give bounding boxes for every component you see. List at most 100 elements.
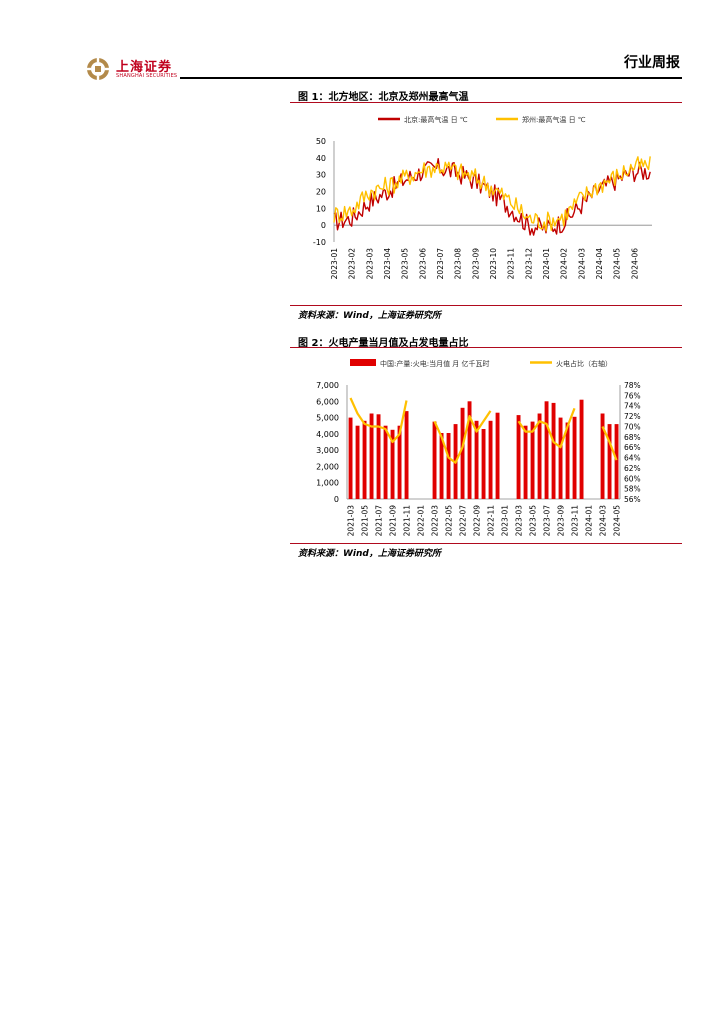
x-tick-label: 2022-11	[487, 505, 496, 537]
x-tick-label: 2022-05	[445, 505, 454, 537]
x-tick-label: 2024-04	[595, 248, 604, 280]
y-tick-label: 30	[316, 171, 326, 180]
legend-label-1: 北京:最高气温 日 ℃	[404, 115, 468, 124]
y-left-tick-label: 0	[334, 495, 339, 504]
x-tick-label: 2023-01	[330, 248, 339, 280]
bar	[600, 413, 605, 499]
share-line-segment-1	[349, 397, 408, 444]
bar	[383, 425, 388, 499]
x-tick-label: 2023-08	[454, 248, 463, 280]
bar	[348, 417, 353, 499]
bar	[446, 433, 451, 499]
y-tick-label: -10	[313, 238, 326, 247]
share-line-segment-2	[433, 410, 492, 464]
y-right-tick-label: 74%	[624, 402, 641, 411]
x-tick-label: 2022-09	[473, 505, 482, 537]
bar	[467, 401, 472, 499]
bar	[572, 416, 577, 499]
y-right-tick-label: 62%	[624, 464, 641, 473]
bar	[404, 411, 409, 499]
y-right-tick-label: 72%	[624, 412, 641, 421]
figure2-bottom-rule	[290, 543, 682, 544]
figure2-title: 图 2：火电产量当月值及占发电量占比	[298, 338, 469, 349]
logo-subtext: SHANGHAI SECURITIES	[116, 73, 178, 79]
y-right-tick-label: 78%	[624, 381, 641, 390]
bar	[537, 413, 542, 499]
x-tick-label: 2023-09	[471, 248, 480, 280]
thermal-power-bar-chart: 中国:产量:火电:当月值 月 亿千瓦时 火电占比（右轴） 0 1,000 2,000 3,…	[316, 359, 641, 537]
x-tick-label: 2024-05	[613, 505, 622, 537]
y-tick-label: 20	[316, 188, 326, 197]
series-line-1	[333, 158, 651, 236]
y-right-tick-label: 60%	[624, 474, 641, 483]
x-tick-label: 2023-07	[436, 248, 445, 280]
company-logo-icon	[87, 58, 109, 80]
y-tick-label: 40	[316, 154, 326, 163]
bar	[558, 417, 563, 499]
y-right-tick-label: 64%	[624, 454, 641, 463]
y-right-tick-label: 58%	[624, 485, 641, 494]
y-right-tick-label: 76%	[624, 391, 641, 400]
x-tick-label: 2023-06	[418, 248, 427, 280]
report-type-title: 行业周报	[624, 55, 680, 71]
x-tick-label: 2023-09	[557, 505, 566, 537]
y-left-tick-label: 6,000	[316, 397, 339, 406]
bar	[397, 425, 402, 499]
y-right-tick-label: 70%	[624, 422, 641, 431]
x-tick-label: 2023-11	[507, 248, 516, 280]
x-tick-label: 2021-09	[389, 505, 398, 537]
x-tick-label: 2024-01	[542, 248, 551, 280]
logo-text: 上海证券	[116, 60, 173, 75]
y-right-tick-label: 68%	[624, 433, 641, 442]
bar	[523, 425, 528, 499]
y-right-tick-label: 56%	[624, 495, 641, 504]
legend-line-label: 火电占比（右轴）	[556, 359, 612, 368]
x-tick-label: 2024-06	[630, 248, 639, 280]
bar	[460, 407, 465, 499]
share-line-segment-4	[601, 426, 618, 461]
x-tick-label: 2022-01	[417, 505, 426, 537]
y-left-tick-label: 1,000	[316, 479, 339, 488]
bar	[488, 420, 493, 499]
x-tick-label: 2023-03	[515, 505, 524, 537]
figure2-top-rule	[290, 347, 682, 348]
bar	[551, 402, 556, 499]
share-line-segment-3	[517, 407, 576, 449]
bar	[474, 420, 479, 499]
figure1-top-rule	[290, 102, 682, 103]
y-tick-label: 0	[321, 221, 326, 230]
x-tick-label: 2024-03	[577, 248, 586, 280]
bar	[369, 413, 374, 499]
x-tick-label: 2023-07	[543, 505, 552, 537]
bar	[565, 422, 570, 499]
figure1-bottom-rule	[290, 305, 682, 306]
x-tick-label: 2023-04	[383, 248, 392, 280]
legend-bar-swatch	[350, 359, 376, 366]
bar	[362, 420, 367, 499]
x-tick-label: 2024-01	[585, 505, 594, 537]
bar	[390, 429, 395, 499]
header-divider	[180, 77, 682, 79]
bar	[376, 414, 381, 499]
x-tick-label: 2024-02	[560, 248, 569, 280]
y-tick-label: 50	[316, 137, 326, 146]
figure2-source: 资料来源：Wind，上海证券研究所	[298, 549, 441, 559]
bar	[432, 421, 437, 499]
x-tick-label: 2023-05	[529, 505, 538, 537]
bar	[530, 421, 535, 499]
x-tick-label: 2023-03	[365, 248, 374, 280]
bar	[355, 425, 360, 499]
x-tick-label: 2024-03	[599, 505, 608, 537]
legend-bar-label: 中国:产量:火电:当月值 月 亿千瓦时	[380, 359, 490, 368]
x-tick-label: 2023-05	[401, 248, 410, 280]
x-tick-label: 2021-11	[403, 505, 412, 537]
x-tick-label: 2021-03	[347, 505, 356, 537]
figure1-title: 图 1：北方地区：北京及郑州最高气温	[298, 92, 469, 103]
bar	[481, 429, 486, 499]
bar	[495, 412, 500, 499]
x-tick-label: 2023-11	[571, 505, 580, 537]
x-tick-label: 2022-07	[459, 505, 468, 537]
temperature-line-chart: 北京:最高气温 日 ℃ 郑州:最高气温 日 ℃ -10 0 10 20 30 40 50 2023…	[313, 115, 652, 280]
figure1-source: 资料来源：Wind，上海证券研究所	[298, 311, 441, 321]
bar	[544, 401, 549, 499]
